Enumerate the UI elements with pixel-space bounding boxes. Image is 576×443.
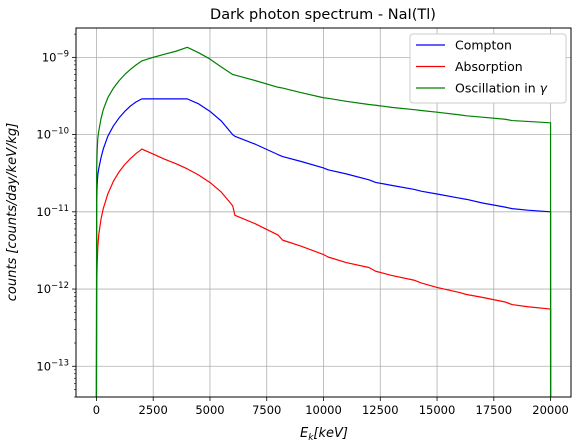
chart-title: Dark photon spectrum - NaI(Tl) bbox=[210, 7, 436, 23]
y-axis-label: counts [counts/day/keV/kg] bbox=[5, 123, 20, 301]
series-layer bbox=[95, 46, 552, 398]
x-tick-label: 20000 bbox=[532, 403, 569, 417]
x-tick-label: 5000 bbox=[195, 403, 224, 417]
x-tick-label: 10000 bbox=[305, 403, 342, 417]
x-tick-label: 2500 bbox=[139, 403, 168, 417]
y-tick-label: 10−11 bbox=[36, 204, 69, 219]
legend-label: Absorption bbox=[455, 59, 523, 74]
x-axis-ticks: 0 2500 5000 7500 10000 12500 15000 17500 20000 bbox=[93, 397, 569, 417]
series-line-absorption bbox=[95, 148, 552, 398]
series-line-oscillation-in bbox=[95, 46, 552, 398]
legend-label: Oscillation in γ bbox=[455, 81, 548, 96]
x-tick-label: 17500 bbox=[476, 403, 513, 417]
x-tick-label: 15000 bbox=[419, 403, 456, 417]
x-tick-label: 12500 bbox=[362, 403, 399, 417]
legend: Compton Absorption Oscillation in γ bbox=[409, 33, 567, 104]
x-axis-label-subscript: k bbox=[308, 433, 314, 443]
legend-frame bbox=[409, 33, 567, 104]
series-line-compton bbox=[95, 98, 552, 398]
x-tick-label: 7500 bbox=[252, 403, 281, 417]
y-tick-label: 10−12 bbox=[36, 281, 69, 296]
y-axis-ticks: 10−13 10−12 10−11 10−10 10−9 bbox=[36, 33, 76, 398]
y-tick-label: 10−13 bbox=[36, 358, 69, 373]
x-axis-label-unit: [keV] bbox=[313, 426, 348, 441]
x-tick-label: 0 bbox=[93, 403, 100, 417]
y-tick-label: 10−9 bbox=[42, 49, 69, 64]
x-axis-label: Ek[keV] bbox=[300, 426, 348, 443]
x-axis-label-e: E bbox=[300, 426, 309, 441]
y-tick-label: 10−10 bbox=[36, 127, 69, 142]
legend-label: Compton bbox=[455, 38, 512, 53]
